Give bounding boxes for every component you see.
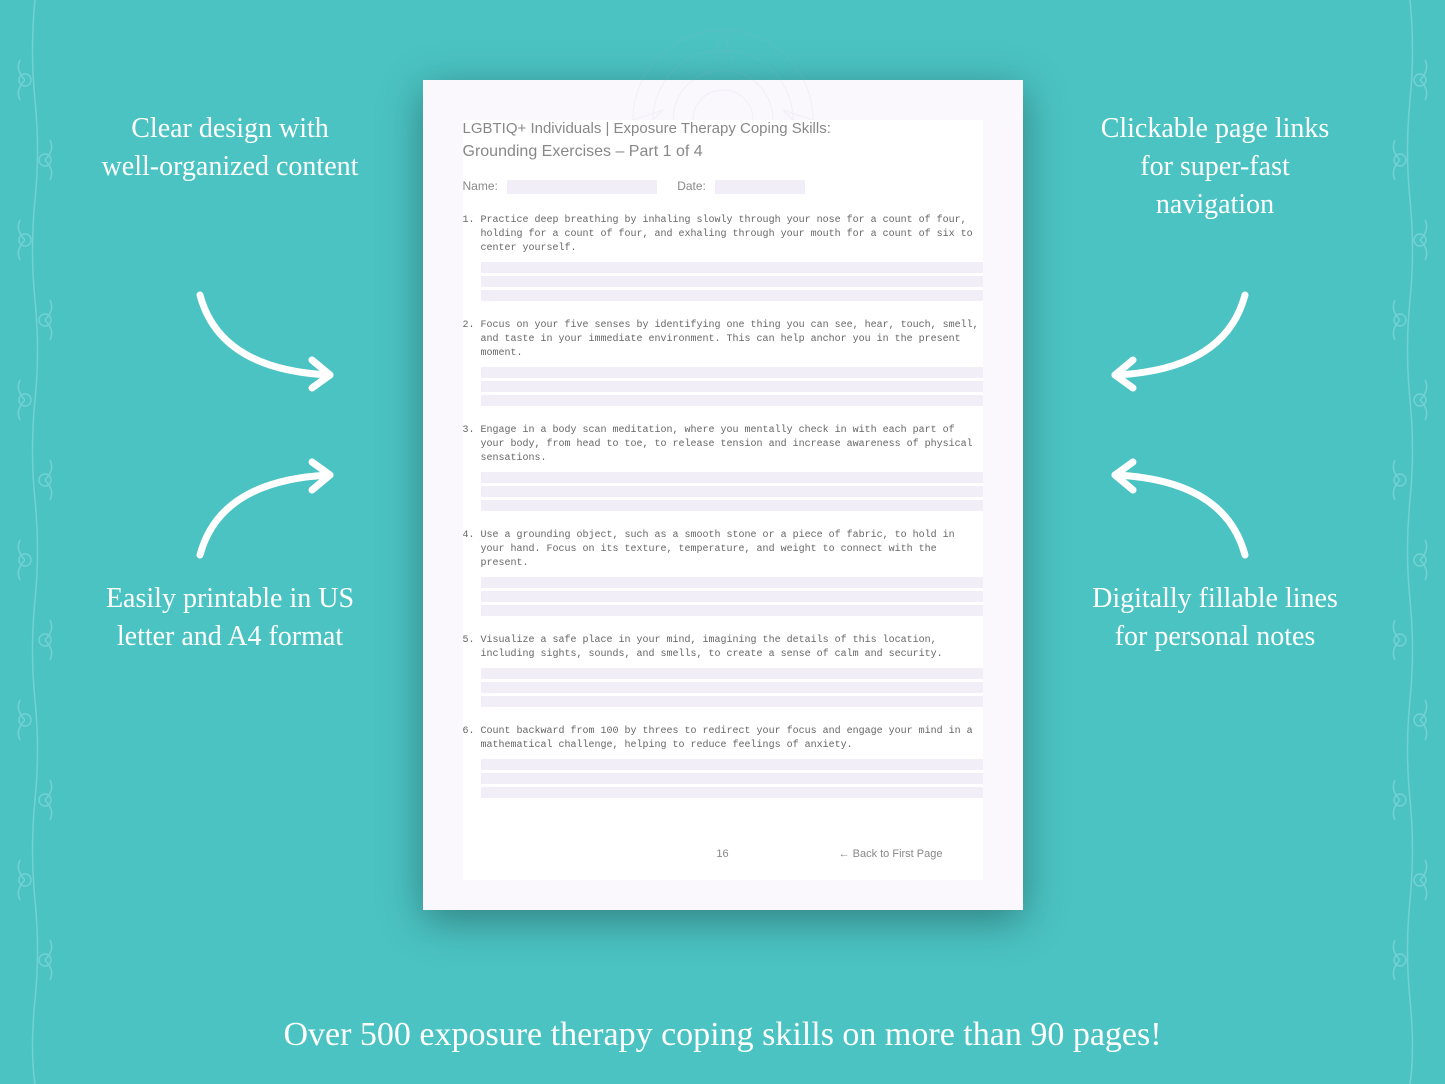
fill-line[interactable]: [481, 577, 983, 588]
fill-line[interactable]: [481, 486, 983, 497]
fill-lines[interactable]: [481, 472, 983, 511]
exercise-item: 3.Engage in a body scan meditation, wher…: [463, 424, 983, 511]
arrow-top-right: [1085, 280, 1265, 400]
callout-top-left: Clear design with well-organized content: [100, 110, 360, 186]
fill-line[interactable]: [481, 605, 983, 616]
exercise-text: Visualize a safe place in your mind, ima…: [481, 634, 983, 662]
fill-lines[interactable]: [481, 668, 983, 707]
exercise-number: 3.: [463, 424, 475, 466]
callout-top-right: Clickable page links for super-fast navi…: [1085, 110, 1345, 223]
callout-bottom-right: Digitally fillable lines for personal no…: [1085, 580, 1345, 656]
page-number: 16: [716, 848, 728, 860]
fill-line[interactable]: [481, 472, 983, 483]
document-title-line2: Grounding Exercises – Part 1 of 4: [463, 143, 983, 161]
fill-line[interactable]: [481, 668, 983, 679]
exercise-text: Use a grounding object, such as a smooth…: [481, 529, 983, 571]
arrow-bottom-left: [180, 450, 360, 570]
page-footer: 16 ← Back to First Page: [503, 848, 943, 860]
document-title-line1: LGBTIQ+ Individuals | Exposure Therapy C…: [463, 120, 983, 137]
fill-line[interactable]: [481, 773, 983, 784]
fill-line[interactable]: [481, 367, 983, 378]
fill-line[interactable]: [481, 682, 983, 693]
exercise-number: 4.: [463, 529, 475, 571]
fill-line[interactable]: [481, 591, 983, 602]
exercise-text: Focus on your five senses by identifying…: [481, 319, 983, 361]
document-page: LGBTIQ+ Individuals | Exposure Therapy C…: [423, 80, 1023, 910]
fill-lines[interactable]: [481, 367, 983, 406]
bottom-banner-text: Over 500 exposure therapy coping skills …: [0, 1016, 1445, 1054]
exercise-item: 6.Count backward from 100 by threes to r…: [463, 725, 983, 798]
date-label: Date:: [677, 179, 706, 193]
exercise-text: Engage in a body scan meditation, where …: [481, 424, 983, 466]
name-field[interactable]: [507, 180, 657, 194]
fill-lines[interactable]: [481, 577, 983, 616]
fill-line[interactable]: [481, 696, 983, 707]
exercise-item: 1.Practice deep breathing by inhaling sl…: [463, 214, 983, 301]
floral-border-right: [1375, 0, 1445, 1084]
name-date-row: Name: Date:: [463, 179, 983, 194]
exercise-item: 2.Focus on your five senses by identifyi…: [463, 319, 983, 406]
fill-line[interactable]: [481, 381, 983, 392]
fill-line[interactable]: [481, 262, 983, 273]
fill-line[interactable]: [481, 395, 983, 406]
exercise-text: Count backward from 100 by threes to red…: [481, 725, 983, 753]
fill-line[interactable]: [481, 290, 983, 301]
fill-line[interactable]: [481, 787, 983, 798]
fill-line[interactable]: [481, 500, 983, 511]
exercise-number: 5.: [463, 634, 475, 662]
fill-line[interactable]: [481, 759, 983, 770]
fill-lines[interactable]: [481, 759, 983, 798]
fill-line[interactable]: [481, 276, 983, 287]
exercise-item: 4.Use a grounding object, such as a smoo…: [463, 529, 983, 616]
date-field[interactable]: [715, 180, 805, 194]
arrow-top-left: [180, 280, 360, 400]
fill-lines[interactable]: [481, 262, 983, 301]
exercises-list: 1.Practice deep breathing by inhaling sl…: [463, 214, 983, 798]
floral-border-left: [0, 0, 70, 1084]
arrow-bottom-right: [1085, 450, 1265, 570]
callout-bottom-left: Easily printable in US letter and A4 for…: [100, 580, 360, 656]
exercise-number: 1.: [463, 214, 475, 256]
exercise-number: 6.: [463, 725, 475, 753]
back-to-first-link[interactable]: ← Back to First Page: [839, 848, 943, 860]
exercise-text: Practice deep breathing by inhaling slow…: [481, 214, 983, 256]
name-label: Name:: [463, 179, 498, 193]
exercise-item: 5.Visualize a safe place in your mind, i…: [463, 634, 983, 707]
exercise-number: 2.: [463, 319, 475, 361]
